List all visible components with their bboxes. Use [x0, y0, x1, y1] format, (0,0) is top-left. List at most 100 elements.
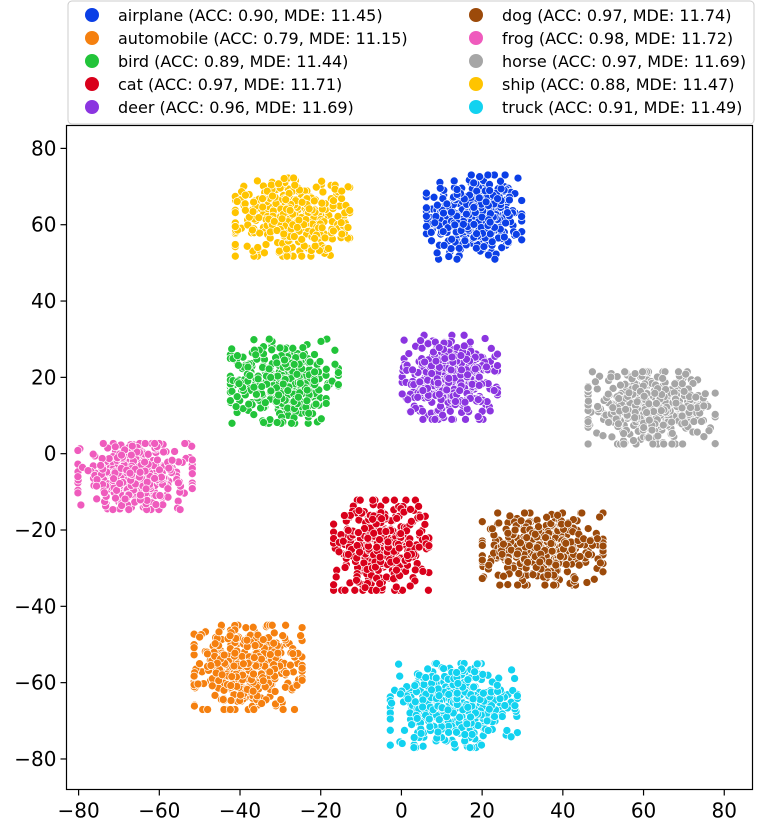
series-frog	[73, 439, 197, 514]
point-cat	[383, 537, 393, 547]
point-dog	[583, 524, 593, 533]
point-ship	[297, 251, 307, 261]
point-airplane	[452, 185, 462, 194]
point-horse	[598, 431, 608, 441]
point-cat	[354, 506, 364, 515]
series-bird	[226, 334, 343, 428]
point-cat	[368, 495, 378, 505]
point-bird	[226, 396, 235, 405]
x-tick-label: 20	[469, 799, 494, 823]
point-frog	[153, 455, 162, 465]
point-deer	[489, 386, 499, 395]
legend-item-cat: cat (ACC: 0.97, MDE: 11.71)	[85, 75, 342, 94]
point-frog	[120, 494, 130, 504]
point-bird	[227, 344, 237, 354]
point-deer	[434, 389, 444, 399]
point-bird	[227, 418, 237, 428]
point-dog	[561, 538, 571, 548]
point-frog	[174, 478, 183, 488]
plot-frame	[65, 124, 754, 791]
point-truck	[463, 675, 473, 685]
point-automobile	[297, 675, 307, 685]
x-axis: −80 −60 −40 −20 0 20 40 60 80	[57, 789, 737, 823]
point-automobile	[249, 653, 259, 662]
point-ship	[329, 226, 338, 236]
point-dog	[542, 512, 551, 522]
point-cat	[340, 563, 350, 572]
point-airplane	[422, 222, 431, 231]
point-airplane	[452, 254, 462, 264]
point-automobile	[278, 631, 288, 641]
point-airplane	[483, 170, 493, 180]
point-frog	[155, 491, 165, 500]
series-ship	[230, 173, 355, 261]
point-deer	[459, 341, 469, 351]
point-airplane	[499, 232, 509, 242]
legend-marker-ship	[469, 77, 483, 91]
point-truck	[427, 685, 436, 695]
point-airplane	[460, 236, 470, 246]
point-automobile	[269, 628, 279, 638]
point-ship	[282, 251, 292, 261]
point-ship	[274, 179, 283, 189]
point-horse	[681, 369, 691, 379]
point-bird	[259, 418, 268, 427]
point-truck	[466, 712, 475, 722]
point-deer	[493, 361, 502, 370]
point-cat	[331, 572, 341, 582]
point-bird	[283, 386, 293, 395]
point-horse	[704, 426, 714, 436]
point-airplane	[485, 186, 494, 195]
point-horse	[710, 388, 720, 398]
point-automobile	[189, 671, 199, 681]
point-airplane	[496, 184, 506, 194]
y-tick-label: −40	[14, 594, 56, 618]
point-ship	[337, 194, 346, 203]
point-dog	[503, 528, 513, 538]
point-automobile	[229, 661, 239, 671]
point-automobile	[296, 631, 305, 641]
point-ship	[272, 226, 282, 235]
point-deer	[445, 406, 455, 416]
point-dog	[514, 569, 524, 578]
point-horse	[689, 417, 699, 426]
point-truck	[409, 733, 419, 742]
point-automobile	[270, 687, 280, 696]
legend-marker-automobile	[85, 31, 99, 45]
point-horse	[656, 406, 666, 416]
point-ship	[294, 215, 304, 225]
point-deer	[473, 412, 483, 422]
point-deer	[418, 415, 428, 424]
legend-marker-horse	[469, 54, 483, 68]
x-tick-label: −80	[57, 799, 99, 823]
point-cat	[420, 520, 430, 529]
point-frog	[111, 493, 120, 503]
point-bird	[295, 378, 305, 388]
point-automobile	[190, 701, 199, 711]
point-bird	[234, 360, 243, 370]
point-bird	[249, 335, 259, 345]
point-horse	[667, 417, 676, 427]
point-airplane	[503, 208, 512, 217]
point-bird	[245, 371, 255, 380]
point-dog	[477, 555, 487, 565]
point-deer	[473, 395, 483, 404]
point-frog	[150, 439, 159, 448]
point-horse	[686, 403, 695, 412]
point-dog	[522, 533, 532, 542]
point-horse	[583, 439, 593, 449]
point-frog	[100, 488, 109, 498]
point-bird	[264, 364, 274, 374]
point-ship	[336, 218, 346, 228]
point-cat	[405, 581, 415, 591]
point-airplane	[454, 243, 464, 253]
series-horse	[583, 367, 720, 449]
point-cat	[404, 539, 414, 549]
point-cat	[369, 528, 379, 538]
point-truck	[452, 668, 461, 677]
point-automobile	[297, 663, 307, 673]
point-truck	[484, 704, 494, 714]
point-horse	[647, 425, 657, 435]
point-dog	[563, 567, 572, 577]
point-cat	[415, 528, 424, 538]
